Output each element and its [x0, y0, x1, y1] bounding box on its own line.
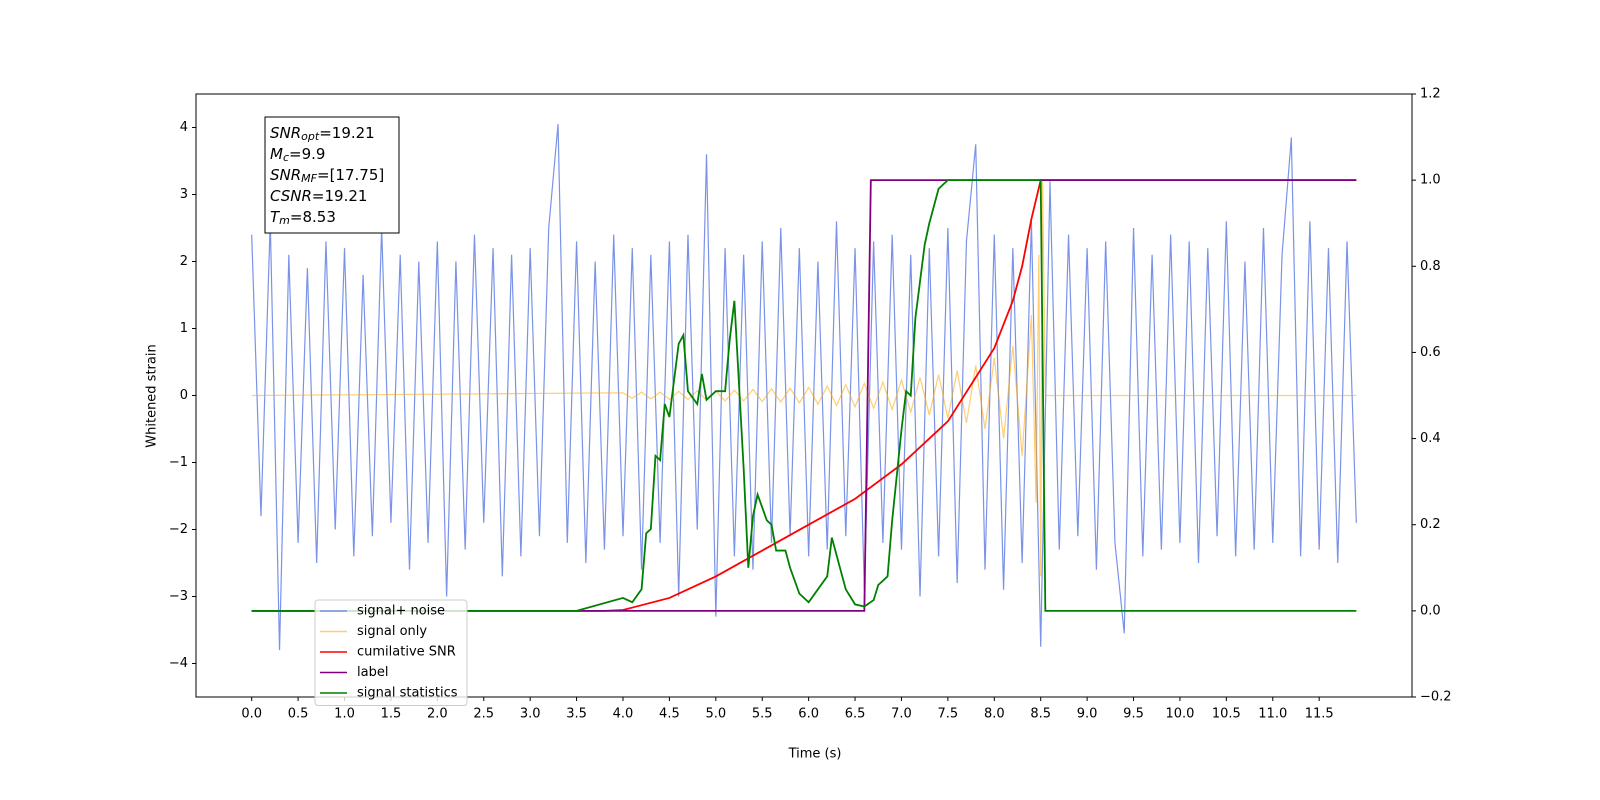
x-tick-label: 4.0 — [613, 707, 634, 722]
annotation-symbol: T — [270, 208, 281, 226]
x-tick-label: 5.0 — [705, 707, 726, 722]
y2-tick-label: 1.0 — [1420, 173, 1441, 188]
x-tick-label: 10.0 — [1165, 707, 1194, 722]
x-tick-label: 4.5 — [659, 707, 680, 722]
y-tick-label: 3 — [180, 187, 188, 202]
annotation-box — [264, 116, 400, 234]
y-axis-label: Whitened strain — [145, 344, 160, 447]
x-tick-label: 6.0 — [798, 707, 819, 722]
x-tick-label: 9.0 — [1077, 707, 1098, 722]
y-tick-label: 4 — [180, 120, 188, 135]
x-tick-label: 10.5 — [1212, 707, 1241, 722]
annotation-value: =9.9 — [289, 145, 325, 163]
annotation-value: =[17.75] — [317, 166, 384, 184]
x-tick-label: 5.5 — [752, 707, 773, 722]
y2-tick-label: −0.2 — [1420, 690, 1452, 705]
series-line — [251, 179, 1357, 612]
annotation-line: CSNR=19.21 — [270, 187, 367, 205]
y2-tick-label: 0.6 — [1420, 345, 1441, 360]
y-tick-label: 0 — [180, 388, 188, 403]
annotation-symbol: SNR — [270, 124, 301, 142]
legend-label: label — [357, 665, 388, 680]
legend-label: signal+ noise — [357, 604, 445, 619]
annotation-value: =19.21 — [319, 124, 375, 142]
annotation-symbol: SNR — [270, 166, 301, 184]
annotation-line: SNRopt=19.21 — [270, 124, 375, 144]
annotation-line: Mc=9.9 — [270, 145, 325, 165]
y-tick-label: −4 — [169, 656, 188, 671]
x-tick-label: 11.0 — [1258, 707, 1287, 722]
legend: signal+ noise signal only cumilative SNR la… — [314, 599, 468, 706]
series-line — [251, 181, 1357, 577]
y2-tick-label: 0.4 — [1420, 431, 1441, 446]
x-tick-label: 7.5 — [938, 707, 959, 722]
x-tick-label: 8.0 — [984, 707, 1005, 722]
annotation-subscript: MF — [301, 172, 317, 185]
y-tick-label: −1 — [169, 455, 188, 470]
y-tick-label: 2 — [180, 254, 188, 269]
legend-label: signal only — [357, 624, 427, 639]
x-tick-label: 7.0 — [891, 707, 912, 722]
x-tick-label: 1.5 — [381, 707, 402, 722]
annotation-value: =19.21 — [312, 187, 368, 205]
annotation-value: =8.53 — [290, 208, 336, 226]
x-tick-label: 3.0 — [520, 707, 541, 722]
x-tick-label: 8.5 — [1030, 707, 1051, 722]
series-line — [251, 179, 1357, 612]
annotation-subscript: c — [283, 151, 289, 164]
x-tick-label: 0.0 — [241, 707, 262, 722]
series-line — [251, 124, 1357, 651]
y2-tick-label: 1.2 — [1420, 87, 1441, 102]
annotation-symbol: CSNR — [270, 187, 312, 205]
annotation-subscript: m — [279, 214, 290, 227]
annotation-symbol: M — [270, 145, 283, 163]
y-tick-label: −2 — [169, 522, 188, 537]
annotation: SNRopt=19.21Mc=9.9SNRMF=[17.75]CSNR=19.2… — [264, 116, 400, 234]
y-tick-label: −3 — [169, 589, 188, 604]
x-tick-label: 9.5 — [1123, 707, 1144, 722]
x-tick-label: 6.5 — [845, 707, 866, 722]
x-tick-label: 2.0 — [427, 707, 448, 722]
legend-label: cumilative SNR — [357, 645, 456, 660]
x-tick-label: 0.5 — [288, 707, 309, 722]
y2-tick-label: 0.2 — [1420, 517, 1441, 532]
y2-tick-label: 0.0 — [1420, 603, 1441, 618]
y-tick-label: 1 — [180, 321, 188, 336]
annotation-subscript: opt — [301, 130, 320, 143]
x-axis-label: Time (s) — [788, 747, 842, 762]
x-tick-label: 1.0 — [334, 707, 355, 722]
annotation-line: SNRMF=[17.75] — [270, 166, 384, 186]
y2-tick-label: 0.8 — [1420, 259, 1441, 274]
x-tick-label: 11.5 — [1305, 707, 1334, 722]
legend-label: signal statistics — [357, 686, 458, 701]
annotation-line: Tm=8.53 — [270, 208, 336, 228]
legend-box — [314, 599, 468, 706]
x-tick-label: 3.5 — [566, 707, 587, 722]
x-tick-label: 2.5 — [473, 707, 494, 722]
